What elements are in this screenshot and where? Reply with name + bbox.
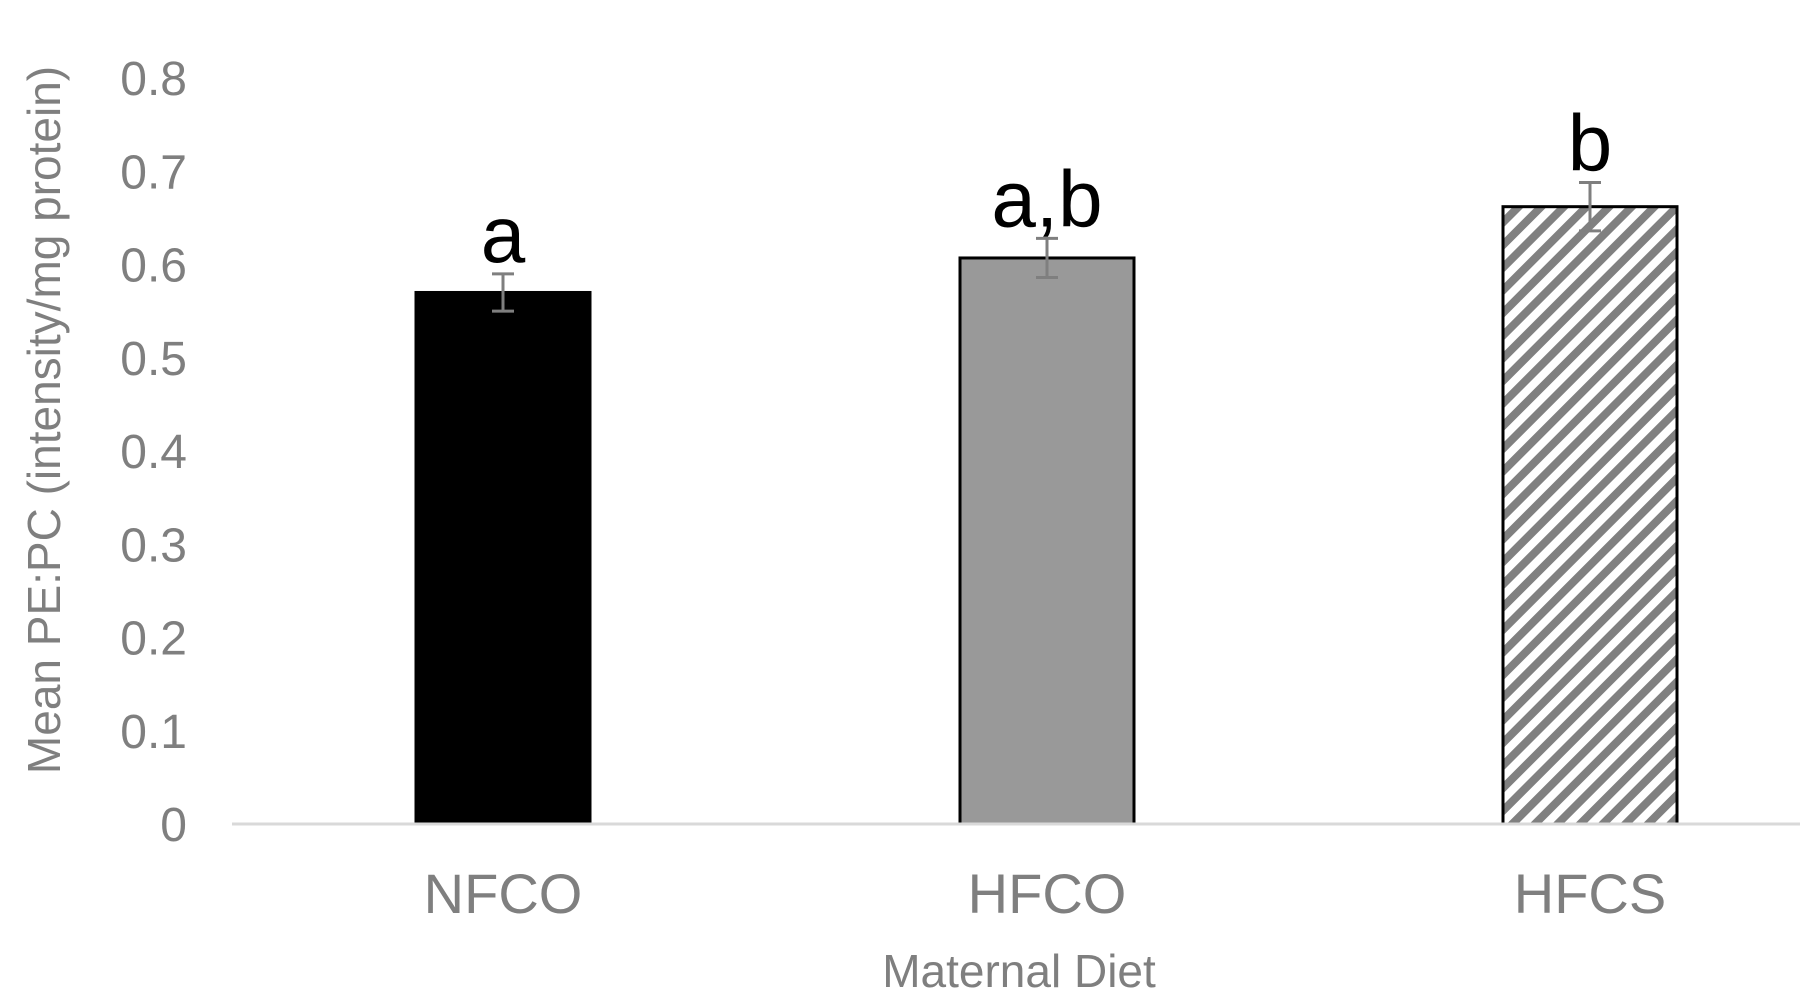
error-bar-hfcs — [1579, 180, 1601, 233]
y-tick-label: 0.6 — [120, 240, 187, 293]
y-tick-label: 0.1 — [120, 706, 187, 759]
error-bar-nfco — [492, 272, 514, 313]
significance-label: a — [481, 190, 526, 279]
y-tick-labels: 0 0.1 0.2 0.3 0.4 0.5 0.6 0.7 0.8 — [120, 53, 187, 852]
x-tick-label: HFCS — [1514, 862, 1666, 925]
x-tick-label: NFCO — [424, 862, 583, 925]
significance-label: b — [1568, 98, 1613, 187]
bar-hfcs — [1501, 205, 1679, 826]
y-tick-label: 0.5 — [120, 333, 187, 386]
significance-label: a,b — [991, 154, 1102, 243]
bar-hfco — [958, 256, 1136, 826]
bars-group: a a,b b — [414, 98, 1679, 826]
y-tick-label: 0.2 — [120, 613, 187, 666]
y-tick-label: 0.3 — [120, 519, 187, 572]
y-tick-label: 0.4 — [120, 426, 187, 479]
y-tick-label: 0.7 — [120, 146, 187, 199]
y-tick-label: 0 — [160, 799, 187, 852]
y-axis-title: Mean PE:PC (intensity/mg protein) — [18, 66, 70, 774]
bar-nfco — [414, 290, 592, 826]
y-tick-label: 0.8 — [120, 53, 187, 106]
error-bar-hfco — [1036, 236, 1058, 280]
category-labels: NFCO HFCO HFCS — [424, 862, 1667, 925]
x-axis-title: Maternal Diet — [882, 945, 1156, 997]
x-tick-label: HFCO — [968, 862, 1127, 925]
